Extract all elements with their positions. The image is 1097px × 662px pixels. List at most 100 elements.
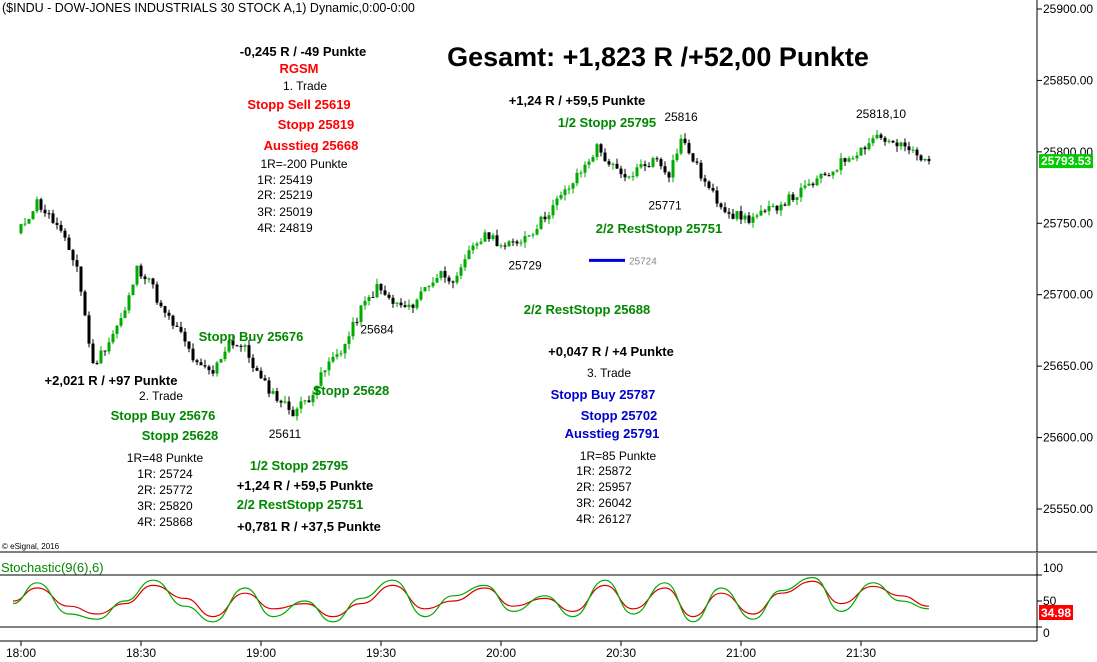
candle-body xyxy=(135,265,139,285)
candle-body xyxy=(807,183,811,186)
candle-body xyxy=(675,153,679,161)
candle-body xyxy=(247,345,251,358)
candle-body xyxy=(335,354,339,357)
candle-body xyxy=(919,155,923,161)
candle-body xyxy=(543,216,547,220)
candle-body xyxy=(367,296,371,301)
candle-body xyxy=(443,271,447,278)
candle-body xyxy=(295,408,299,417)
candle-body xyxy=(683,138,687,144)
candle-body xyxy=(883,137,887,142)
candle-body xyxy=(407,304,411,307)
candle-body xyxy=(327,361,331,371)
candle-body xyxy=(631,176,635,178)
trade-annotation: +1,24 R / +59,5 Punkte xyxy=(509,93,646,108)
candle-body xyxy=(923,158,927,161)
candle-body xyxy=(375,284,379,298)
candle-body xyxy=(503,245,507,247)
trade-annotation: 1/2 Stopp 25795 xyxy=(558,115,656,130)
time-tick-label: 18:30 xyxy=(126,646,156,660)
candle-body xyxy=(887,140,891,142)
trade-annotations: -0,245 R / -49 Punkte RGSM 1. Trade Stopp S… xyxy=(45,44,723,534)
time-tick-label: 21:00 xyxy=(726,646,756,660)
trade-annotation: +0,047 R / +4 Punkte xyxy=(548,344,674,359)
candle-body xyxy=(103,350,107,352)
candle-body xyxy=(755,215,759,217)
candle-body xyxy=(531,234,535,236)
candle-body xyxy=(879,134,883,138)
trade-annotation: 2/2 RestStopp 25751 xyxy=(237,497,363,512)
candle-body xyxy=(131,284,135,296)
candle-body xyxy=(75,260,79,267)
candle-body xyxy=(355,321,359,323)
candle-body xyxy=(523,236,527,243)
price-tick-label: 25750.00 xyxy=(1043,216,1093,230)
candle-body xyxy=(591,157,595,162)
candle-body xyxy=(835,170,839,172)
candle-body xyxy=(211,370,215,374)
time-tick-label: 20:00 xyxy=(486,646,516,660)
candle-body xyxy=(847,158,851,162)
candle-body xyxy=(111,333,115,343)
trade-annotation: Stopp Buy 25676 xyxy=(199,329,304,344)
candle-body xyxy=(803,185,807,188)
copyright-label: © eSignal, 2016 xyxy=(2,542,60,551)
candle-body xyxy=(71,249,75,261)
candle-body xyxy=(231,340,235,346)
candle-body xyxy=(891,140,895,143)
candle-body xyxy=(127,295,131,311)
candle-body xyxy=(747,215,751,223)
candle-body xyxy=(815,178,819,186)
candle-body xyxy=(499,245,503,247)
stochastic-panel: 0 50 100 Stochastic(9(6),6) 34.98 xyxy=(0,553,1073,642)
candle-body xyxy=(351,321,355,337)
trade-annotation: +2,021 R / +97 Punkte xyxy=(45,373,178,388)
candle-body xyxy=(439,271,443,278)
candle-body xyxy=(483,232,487,242)
candlestick-series xyxy=(19,129,931,421)
candle-body xyxy=(527,235,531,237)
candle-body xyxy=(87,315,91,344)
trade-annotation: +1,24 R / +59,5 Punkte xyxy=(237,478,374,493)
candle-body xyxy=(907,146,911,151)
candle-body xyxy=(459,267,463,276)
candle-body xyxy=(855,155,859,159)
stoch-axis-ticks: 0 50 100 xyxy=(1037,561,1063,640)
candle-body xyxy=(611,163,615,165)
candle-body xyxy=(475,243,479,246)
candle-body xyxy=(323,370,327,373)
candle-body xyxy=(795,197,799,200)
candle-body xyxy=(515,241,519,244)
trade-annotation: Ausstieg 25791 xyxy=(565,426,660,441)
candle-body xyxy=(643,164,647,166)
candle-body xyxy=(743,215,747,220)
candle-body xyxy=(715,190,719,204)
candle-body xyxy=(423,287,427,292)
candle-body xyxy=(143,276,147,280)
level-label: 25724 xyxy=(629,256,657,267)
candle-body xyxy=(411,304,415,308)
candle-body xyxy=(679,138,683,154)
last-price-badge: 25793.53 xyxy=(1039,154,1093,169)
candle-body xyxy=(451,281,455,283)
candle-body xyxy=(115,325,119,334)
candle-body xyxy=(551,205,555,216)
candle-body xyxy=(147,278,151,280)
candle-body xyxy=(315,385,319,395)
candle-body xyxy=(811,183,815,186)
time-tick-label: 18:00 xyxy=(6,646,36,660)
candle-body xyxy=(579,172,583,174)
candle-body xyxy=(783,204,787,206)
candle-body xyxy=(567,188,571,190)
candle-body xyxy=(67,237,71,250)
trade-annotation: 1R=85 Punkte xyxy=(580,449,657,463)
trade-annotation: 2/2 RestStopp 25751 xyxy=(596,221,722,236)
candle-body xyxy=(507,241,511,247)
candle-body xyxy=(719,203,723,208)
candle-body xyxy=(895,142,899,147)
candle-body xyxy=(311,394,315,403)
candle-body xyxy=(711,188,715,191)
candle-body xyxy=(319,372,323,386)
candle-body xyxy=(911,149,915,151)
stoch-tick-label: 50 xyxy=(1043,594,1057,608)
